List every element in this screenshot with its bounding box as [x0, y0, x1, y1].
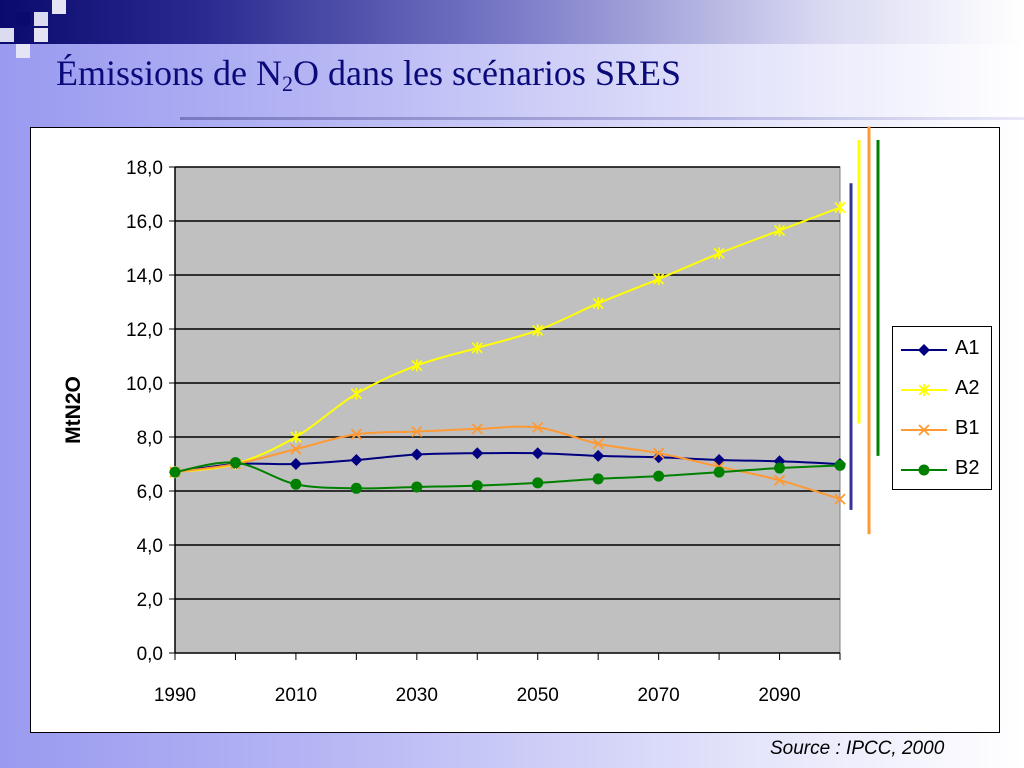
legend-label-a2: A2 [955, 377, 980, 399]
series-a1-point [471, 447, 484, 460]
y-tick-label: 0,0 [137, 644, 163, 665]
series-a2-point [532, 324, 544, 337]
legend-swatch-a1 [901, 344, 947, 356]
series-a1-point [410, 448, 423, 461]
legend-swatch-b1 [901, 424, 947, 436]
x-tick-label: 2050 [517, 685, 559, 706]
slide-title: Émissions de N2O dans les scénarios SRES [56, 53, 681, 96]
chart-legend: A1 A2 B1 B2 [892, 326, 992, 490]
y-tick-label: 16,0 [126, 212, 163, 233]
x-tick-label: 2090 [758, 685, 800, 706]
series-b2-point [653, 470, 665, 482]
series-a2-point [290, 431, 302, 443]
series-a1-point [350, 453, 363, 466]
x-tick-label: 1990 [154, 685, 196, 706]
header-band [0, 0, 1024, 44]
series-b2-point [713, 466, 725, 478]
series-b2-point [169, 466, 181, 478]
series-b1-point [411, 425, 423, 438]
legend-swatch-b2 [901, 464, 947, 476]
series-b2-point [774, 462, 786, 474]
series-a1-point [592, 449, 605, 462]
x-tick-label: 2010 [275, 685, 317, 706]
legend-swatch-a2 [901, 384, 947, 396]
series-b1-point [471, 423, 483, 435]
y-tick-label: 4,0 [137, 536, 163, 557]
legend-item-a1: A1 [899, 335, 991, 365]
series-a2-point [350, 387, 363, 400]
series-a1-point [531, 447, 544, 460]
y-tick-label: 8,0 [137, 428, 163, 449]
series-b1-point [350, 428, 363, 440]
series-b2-point [290, 478, 302, 490]
series-b2-point [350, 482, 362, 494]
series-b2-point [411, 481, 423, 493]
x-tick-label: 2070 [637, 685, 679, 706]
y-tick-label: 12,0 [126, 320, 163, 341]
legend-label-b1: B1 [955, 417, 980, 439]
series-b2-point [532, 477, 544, 489]
series-b2-point [834, 459, 846, 471]
y-tick-label: 6,0 [137, 482, 163, 503]
series-b1-point [652, 447, 665, 459]
series-b1-point [290, 443, 302, 455]
plot-background [174, 166, 841, 654]
series-a2-point [592, 297, 604, 310]
series-b1-line [174, 425, 841, 501]
source-note: Source : IPCC, 2000 [770, 738, 945, 759]
y-tick-label: 2,0 [137, 590, 163, 611]
series-b1-point [592, 438, 604, 450]
legend-item-b1: B1 [899, 415, 991, 445]
y-tick-label: 10,0 [126, 374, 163, 395]
legend-label-b2: B2 [955, 457, 980, 479]
series-a2-point [773, 224, 786, 237]
legend-label-a1: A1 [955, 337, 980, 359]
series-a1-point [289, 458, 302, 470]
series-b2-point [592, 473, 604, 485]
series-a2-point [834, 201, 846, 214]
y-tick-label: 14,0 [126, 266, 163, 287]
series-b2-point [471, 480, 483, 492]
title-underline [180, 117, 1024, 120]
y-axis-label: MtN2O [62, 376, 85, 444]
series-a2-point [471, 341, 483, 354]
legend-item-b2: B2 [899, 455, 991, 485]
x-tick-label: 2030 [396, 685, 438, 706]
series-a2-point [652, 273, 665, 286]
y-tick-label: 18,0 [126, 158, 163, 179]
series-b1-point [834, 493, 846, 505]
logo-squares [0, 0, 80, 60]
series-b2-point [229, 457, 241, 469]
series-b1-point [532, 421, 544, 434]
series-a2-point [411, 359, 423, 372]
series-a2-point [713, 247, 725, 260]
legend-item-a2: A2 [899, 375, 991, 405]
series-b1-point [773, 474, 786, 486]
